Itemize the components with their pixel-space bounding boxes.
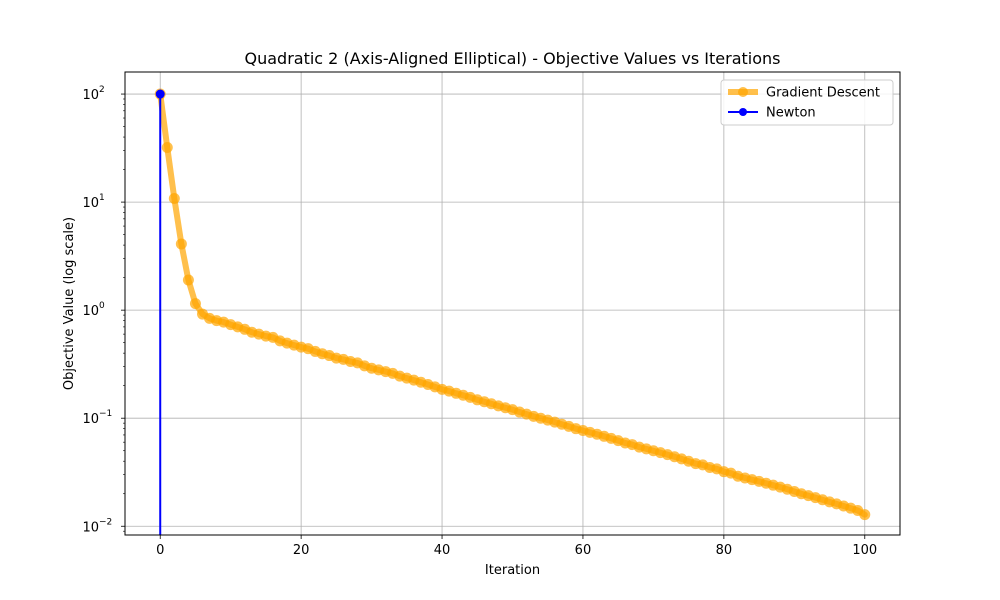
y-tick-exponent: −1 xyxy=(99,409,112,419)
legend-newton-marker xyxy=(739,108,747,116)
x-tick-label: 100 xyxy=(852,543,877,558)
legend: Gradient Descent Newton xyxy=(721,80,893,125)
legend-newton-label: Newton xyxy=(766,106,816,121)
y-axis-label: Objective Value (log scale) xyxy=(62,217,77,390)
x-tick-label: 80 xyxy=(716,543,733,558)
y-tick-exponent: 1 xyxy=(99,193,105,203)
y-tick-base: 10 xyxy=(82,196,99,211)
gradient-descent-point xyxy=(162,142,173,153)
y-tick-exponent: 0 xyxy=(99,301,105,311)
gradient-descent-point xyxy=(176,238,187,249)
x-tick-label: 0 xyxy=(156,543,164,558)
legend-gd-label: Gradient Descent xyxy=(766,86,880,101)
newton-point xyxy=(156,90,165,99)
y-tick-base: 10 xyxy=(82,520,99,535)
chart-title: Quadratic 2 (Axis-Aligned Elliptical) - … xyxy=(245,49,781,68)
gradient-descent-point xyxy=(183,275,194,286)
legend-gd-marker xyxy=(738,87,748,97)
y-tick-base: 10 xyxy=(82,304,99,319)
x-tick-label: 20 xyxy=(293,543,310,558)
y-tick-exponent: 2 xyxy=(99,85,105,95)
y-tick-base: 10 xyxy=(82,412,99,427)
x-tick-label: 40 xyxy=(434,543,451,558)
gradient-descent-point xyxy=(190,298,201,309)
gradient-descent-point xyxy=(169,193,180,204)
x-axis-label: Iteration xyxy=(485,563,540,578)
y-tick-base: 10 xyxy=(82,88,99,103)
gradient-descent-point xyxy=(859,509,870,520)
x-tick-label: 60 xyxy=(575,543,592,558)
y-tick-exponent: −2 xyxy=(99,517,112,527)
